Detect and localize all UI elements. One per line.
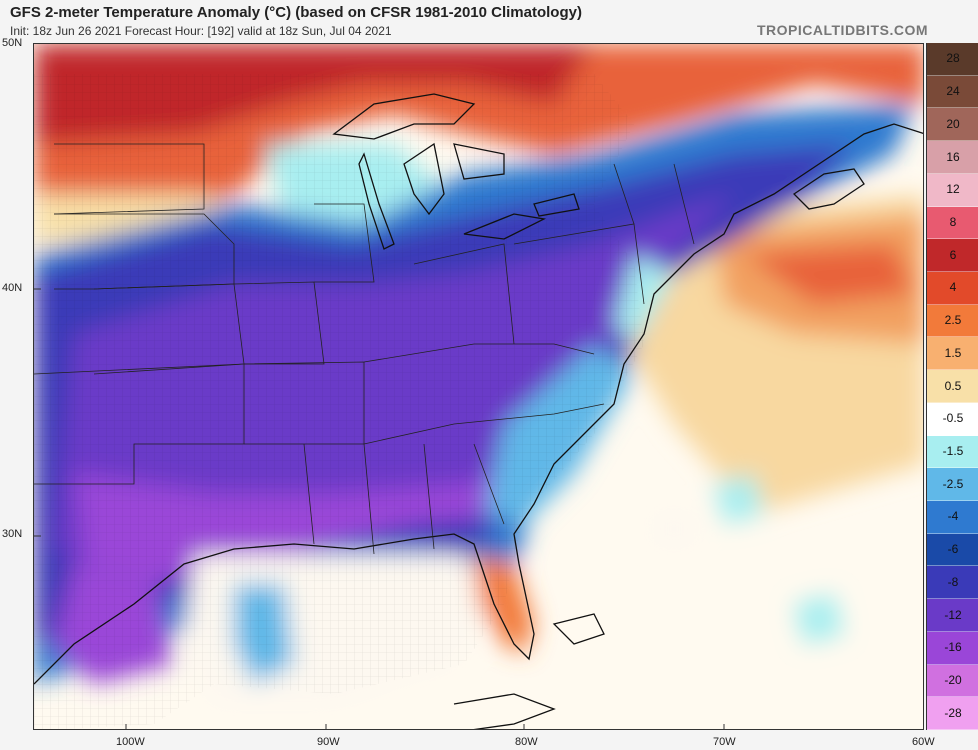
colorbar-swatch <box>927 75 978 109</box>
colorbar-label: -8 <box>947 574 959 589</box>
colorbar-swatch <box>927 566 978 600</box>
colorbar-label: 6 <box>949 247 957 262</box>
colorbar-label: -0.5 <box>942 411 964 426</box>
colorbar-swatch <box>927 239 978 272</box>
colorbar-swatch <box>927 304 978 338</box>
colorbar-swatch <box>927 337 978 371</box>
lon-label-100w: 100W <box>116 736 145 748</box>
colorbar-label: 2.5 <box>944 313 962 328</box>
colorbar-label: 24 <box>946 84 960 99</box>
colorbar-label: 1.5 <box>944 345 962 360</box>
map-subtitle: Init: 18z Jun 26 2021 Forecast Hour: [19… <box>10 24 392 38</box>
colorbar-label: 16 <box>946 149 960 164</box>
colorbar-swatch <box>927 272 978 305</box>
map-title: GFS 2-meter Temperature Anomaly (°C) (ba… <box>10 4 582 21</box>
colorbar-swatch <box>927 697 978 730</box>
coastlines <box>34 93 923 729</box>
colorbar-label: -6 <box>947 542 959 557</box>
state-borders <box>34 143 695 555</box>
graticule-ticks <box>34 288 725 729</box>
lon-label-70w: 70W <box>713 736 736 748</box>
colorbar-swatch <box>927 501 978 534</box>
colorbar-swatch <box>927 599 978 632</box>
colorbar-swatch <box>927 631 978 665</box>
lat-label-50n: 50N <box>2 37 23 49</box>
colorbar-label: -1.5 <box>942 443 964 458</box>
colorbar-label: 4 <box>949 280 957 295</box>
temperature-anomaly-map <box>33 43 924 730</box>
colorbar-label: -16 <box>944 640 962 655</box>
map-graphic <box>34 44 923 729</box>
lat-label-30n: 30N <box>2 528 23 540</box>
colorbar-label: 0.5 <box>944 378 962 393</box>
colorbar-swatch <box>927 468 978 501</box>
colorbar-label: 28 <box>946 51 960 66</box>
lon-label-90w: 90W <box>317 736 340 748</box>
colorbar-label: 20 <box>946 116 960 131</box>
colorbar-label: 8 <box>949 214 957 229</box>
colorbar-swatch <box>927 173 978 207</box>
colorbar-legend: 28 24 20 16 12 8 6 4 2.5 1.5 0.5 -0.5 -1.5 -2.5 -4 -6 -8… <box>926 43 978 730</box>
colorbar-swatch <box>927 435 978 469</box>
colorbar-swatch <box>927 402 978 436</box>
colorbar-swatch <box>927 108 978 142</box>
colorbar-label: -2.5 <box>942 476 964 491</box>
lon-label-80w: 80W <box>515 736 538 748</box>
colorbar-label: -12 <box>944 607 962 622</box>
colorbar-label: -20 <box>944 672 962 687</box>
colorbar-swatch <box>927 141 978 174</box>
colorbar-label: -4 <box>947 509 959 524</box>
colorbar-label: 12 <box>946 182 960 197</box>
colorbar-label: -28 <box>944 705 962 720</box>
colorbar-swatch <box>927 370 978 403</box>
lat-label-40n: 40N <box>2 282 23 294</box>
brand-logo-text[interactable]: TROPICALTIDBITS.COM <box>756 22 928 38</box>
colorbar-swatch <box>927 43 978 76</box>
colorbar-swatch <box>927 206 978 240</box>
lon-label-60w: 60W <box>912 736 935 748</box>
colorbar-swatch <box>927 664 978 698</box>
colorbar-swatch <box>927 533 978 567</box>
